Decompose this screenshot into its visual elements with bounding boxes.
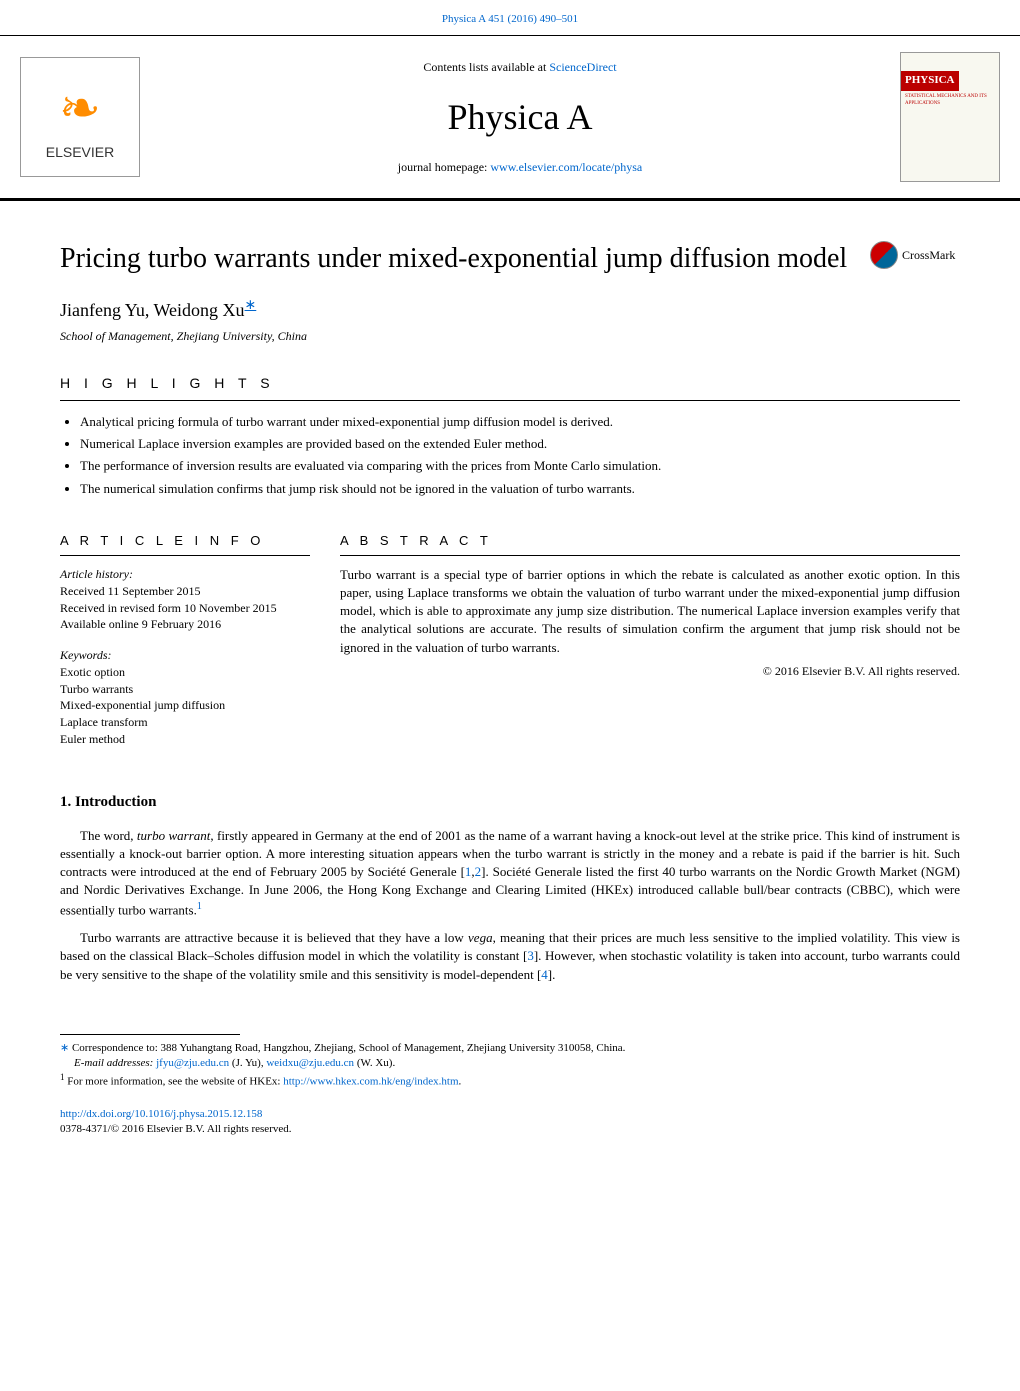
highlight-item: Numerical Laplace inversion examples are… [80, 435, 960, 453]
history-item: Received in revised form 10 November 201… [60, 600, 310, 617]
homepage-line: journal homepage: www.elsevier.com/locat… [160, 159, 880, 176]
title-section: Pricing turbo warrants under mixed-expon… [0, 201, 1020, 354]
history-item: Received 11 September 2015 [60, 583, 310, 600]
email-link-2[interactable]: weidxu@zju.edu.cn [266, 1057, 354, 1069]
homepage-prefix: journal homepage: [398, 160, 491, 174]
article-history: Article history: Received 11 September 2… [60, 566, 310, 633]
history-item: Available online 9 February 2016 [60, 616, 310, 633]
keyword-item: Mixed-exponential jump diffusion [60, 697, 310, 714]
abstract-text: Turbo warrant is a special type of barri… [340, 566, 960, 657]
highlights-list: Analytical pricing formula of turbo warr… [60, 413, 960, 498]
highlight-item: The performance of inversion results are… [80, 457, 960, 475]
masthead: ❧ ELSEVIER Contents lists available at S… [0, 35, 1020, 201]
article-info-heading: A R T I C L E I N F O [60, 532, 310, 556]
sciencedirect-link[interactable]: ScienceDirect [549, 60, 616, 74]
text: Turbo warrants are attractive because it… [80, 930, 468, 945]
email-label: E-mail addresses: [74, 1057, 156, 1069]
masthead-center: Contents lists available at ScienceDirec… [140, 59, 900, 175]
keywords-block: Keywords: Exotic option Turbo warrants M… [60, 647, 310, 748]
elsevier-tree-icon: ❧ [59, 73, 101, 143]
footnote-1: 1 For more information, see the website … [60, 1071, 960, 1090]
highlights-heading: H I G H L I G H T S [60, 374, 960, 401]
abstract-heading: A B S T R A C T [340, 532, 960, 556]
contents-line: Contents lists available at ScienceDirec… [160, 59, 880, 76]
text: . [459, 1076, 462, 1088]
journal-citation: Physica A 451 (2016) 490–501 [0, 0, 1020, 35]
abstract-column: A B S T R A C T Turbo warrant is a speci… [340, 532, 960, 762]
journal-title: Physica A [160, 92, 880, 142]
homepage-link[interactable]: www.elsevier.com/locate/physa [490, 160, 642, 174]
email-footnote: E-mail addresses: jfyu@zju.edu.cn (J. Yu… [60, 1056, 960, 1071]
keyword-item: Euler method [60, 731, 310, 748]
keyword-item: Laplace transform [60, 714, 310, 731]
authors-line: Jianfeng Yu, Weidong Xu [60, 300, 245, 320]
footnote-rule [60, 1034, 240, 1035]
email-link-1[interactable]: jfyu@zju.edu.cn [156, 1057, 229, 1069]
corresponding-author-link[interactable]: ∗ [245, 298, 257, 313]
cover-brand: PHYSICA [901, 71, 959, 90]
journal-cover-thumbnail: PHYSICA STATISTICAL MECHANICS AND ITS AP… [900, 52, 1000, 182]
paper-title: Pricing turbo warrants under mixed-expon… [60, 241, 870, 276]
title-row: Pricing turbo warrants under mixed-expon… [60, 241, 960, 276]
doi-link[interactable]: http://dx.doi.org/10.1016/j.physa.2015.1… [60, 1108, 262, 1120]
keywords-label: Keywords: [60, 647, 310, 664]
text: ]. [548, 967, 556, 982]
crossmark-label: CrossMark [902, 247, 955, 264]
bottom-block: http://dx.doi.org/10.1016/j.physa.2015.1… [0, 1091, 1020, 1158]
affiliation: School of Management, Zhejiang Universit… [60, 328, 960, 345]
corr-text: Correspondence to: 388 Yuhangtang Road, … [69, 1042, 625, 1054]
text: (W. Xu). [354, 1057, 395, 1069]
highlight-item: Analytical pricing formula of turbo warr… [80, 413, 960, 431]
issn-copyright: 0378-4371/© 2016 Elsevier B.V. All right… [60, 1122, 960, 1137]
history-label: Article history: [60, 566, 310, 583]
elsevier-logo: ❧ ELSEVIER [20, 57, 140, 177]
article-info-column: A R T I C L E I N F O Article history: R… [60, 532, 310, 762]
intro-heading: 1. Introduction [60, 792, 960, 813]
intro-para-2: Turbo warrants are attractive because it… [60, 929, 960, 984]
corr-symbol: ∗ [60, 1042, 69, 1054]
fn1-link[interactable]: http://www.hkex.com.hk/eng/index.htm [283, 1076, 458, 1088]
cover-subtitle: STATISTICAL MECHANICS AND ITS APPLICATIO… [901, 91, 999, 109]
fn1-text: For more information, see the website of… [65, 1076, 284, 1088]
highlight-item: The numerical simulation confirms that j… [80, 480, 960, 498]
elsevier-label: ELSEVIER [46, 143, 114, 163]
contents-prefix: Contents lists available at [423, 60, 549, 74]
highlights-section: H I G H L I G H T S Analytical pricing f… [0, 354, 1020, 511]
crossmark-badge[interactable]: CrossMark [870, 241, 960, 269]
keyword-item: Exotic option [60, 664, 310, 681]
footnote-link-1[interactable]: 1 [197, 901, 202, 912]
crossmark-icon [870, 241, 898, 269]
journal-citation-link[interactable]: Physica A 451 (2016) 490–501 [442, 13, 578, 25]
doi-line: http://dx.doi.org/10.1016/j.physa.2015.1… [60, 1107, 960, 1122]
text: The word, [80, 828, 137, 843]
authors: Jianfeng Yu, Weidong Xu∗ [60, 296, 960, 323]
text: (J. Yu), [229, 1057, 266, 1069]
italic-term: vega [468, 930, 493, 945]
italic-term: turbo warrant [137, 828, 210, 843]
intro-para-1: The word, turbo warrant, firstly appeare… [60, 827, 960, 919]
keyword-item: Turbo warrants [60, 681, 310, 698]
corresponding-footnote: ∗ Correspondence to: 388 Yuhangtang Road… [60, 1041, 960, 1056]
introduction-section: 1. Introduction The word, turbo warrant,… [0, 772, 1020, 1004]
abstract-copyright: © 2016 Elsevier B.V. All rights reserved… [340, 663, 960, 680]
footnotes: ∗ Correspondence to: 388 Yuhangtang Road… [0, 1041, 1020, 1091]
info-abstract-row: A R T I C L E I N F O Article history: R… [0, 512, 1020, 772]
